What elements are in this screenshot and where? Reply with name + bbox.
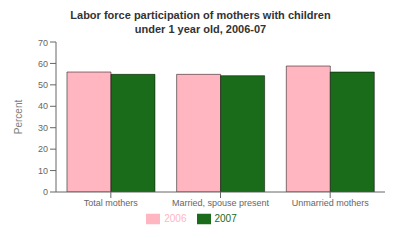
svg-text:50: 50 xyxy=(38,80,48,90)
svg-text:Married, spouse present: Married, spouse present xyxy=(172,198,270,208)
svg-text:30: 30 xyxy=(38,123,48,133)
svg-text:Percent: Percent xyxy=(13,100,24,135)
svg-text:40: 40 xyxy=(38,101,48,111)
html-text:Labor force participation of m: Labor force participation of mothers wit… xyxy=(70,9,331,21)
html-text:2007: 2007 xyxy=(214,212,237,224)
html-text:under 1 year old, 2006-07: under 1 year old, 2006-07 xyxy=(134,23,267,35)
svg-text:0: 0 xyxy=(43,187,48,197)
svg-text:Unmarried mothers: Unmarried mothers xyxy=(292,198,370,208)
svg-text:20: 20 xyxy=(38,144,48,154)
html-text:2006: 2006 xyxy=(164,212,187,224)
svg-text:70: 70 xyxy=(38,38,48,48)
svg-text:60: 60 xyxy=(38,59,48,69)
svg-text:10: 10 xyxy=(38,166,48,176)
svg-text:Total mothers: Total mothers xyxy=(84,198,139,208)
